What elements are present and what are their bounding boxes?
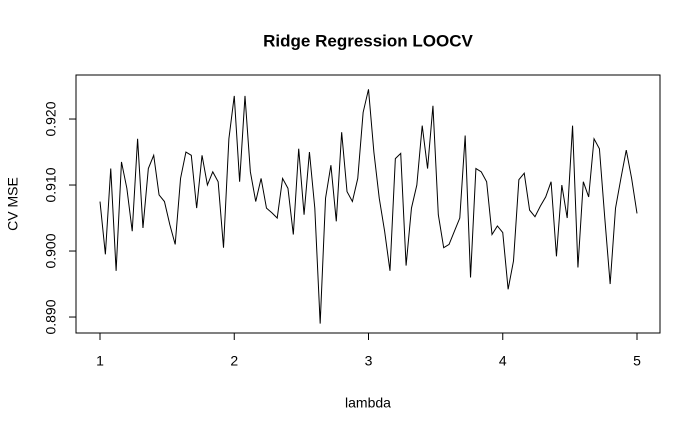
y-tick-label: 0.900: [43, 233, 59, 268]
y-tick-label: 0.910: [43, 167, 59, 202]
x-tick-label: 2: [230, 353, 238, 369]
y-tick-label: 0.920: [43, 101, 59, 136]
x-tick-label: 1: [96, 353, 104, 369]
plot-box: [75, 74, 661, 334]
x-axis-label: lambda: [345, 395, 391, 411]
x-tick-label: 5: [633, 353, 641, 369]
x-tick-label: 4: [499, 353, 507, 369]
data-line: [99, 89, 638, 324]
y-axis-label: CV MSE: [5, 177, 21, 231]
chart-title: Ridge Regression LOOCV: [263, 31, 473, 50]
x-tick-label: 3: [365, 353, 373, 369]
y-tick-label: 0.890: [43, 299, 59, 334]
